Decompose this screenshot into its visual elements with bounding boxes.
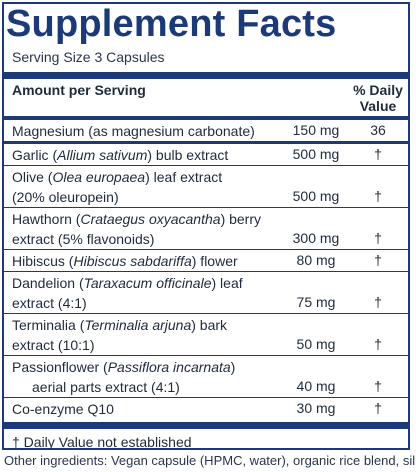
divider-thick-bottom <box>4 422 408 429</box>
nutrient-rows: Magnesium (as magnesium carbonate) 150 m… <box>4 120 408 420</box>
nutrient-daily-value: 36 <box>370 122 386 138</box>
nutrient-daily-value: † <box>374 188 382 204</box>
nutrient-amount: 80 mg <box>296 252 336 268</box>
divider-medium <box>4 116 408 120</box>
nutrient-amount: 30 mg <box>296 400 336 416</box>
amount-per-serving-header: Amount per Serving <box>12 82 146 98</box>
nutrient-name: Dandelion (Taraxacum officinale) leaf ext… <box>12 275 243 311</box>
nutrient-row-terminalia: Terminalia (Terminalia arjuna) bark extra… <box>4 314 408 356</box>
nutrient-daily-value: † <box>374 336 382 352</box>
nutrient-row-hibiscus: Hibiscus (Hibiscus sabdariffa) flower 80… <box>4 250 408 272</box>
nutrient-amount: 150 mg <box>292 122 340 138</box>
divider-thin <box>4 142 408 144</box>
nutrient-daily-value: † <box>374 378 382 394</box>
nutrient-daily-value: † <box>374 146 382 162</box>
nutrient-row-hawthorn: Hawthorn (Crataegus oxyacantha) berry ext… <box>4 208 408 250</box>
divider-thick <box>4 72 408 79</box>
nutrient-name: Hibiscus (Hibiscus sabdariffa) flower <box>12 253 238 269</box>
nutrient-name: Passionflower (Passiflora incarnata) aeri… <box>12 359 236 395</box>
nutrient-amount: 500 mg <box>292 188 340 204</box>
nutrient-amount: 50 mg <box>296 336 336 352</box>
nutrient-name: Terminalia (Terminalia arjuna) bark extra… <box>12 317 228 353</box>
panel-title: Supplement Facts <box>6 3 337 45</box>
nutrient-name: Olive (Olea europaea) leaf extract (20% o… <box>12 169 223 205</box>
nutrient-daily-value: † <box>374 400 382 416</box>
nutrient-name: Hawthorn (Crataegus oxyacantha) berry ext… <box>12 211 262 247</box>
nutrient-row-coq10: Co-enzyme Q10 30 mg † <box>4 398 408 420</box>
nutrient-name: Co-enzyme Q10 <box>12 401 114 417</box>
nutrient-amount: 75 mg <box>296 294 336 310</box>
nutrient-name: Garlic (Allium sativum) bulb extract <box>12 147 229 163</box>
other-ingredients: Other ingredients: Vegan capsule (HPMC, … <box>4 453 416 468</box>
nutrient-daily-value: † <box>374 252 382 268</box>
serving-size: Serving Size 3 Capsules <box>12 49 165 65</box>
daily-value-footnote: † Daily Value not established <box>12 434 192 450</box>
nutrient-name: Magnesium (as magnesium carbonate) <box>12 123 255 139</box>
nutrient-daily-value: † <box>374 294 382 310</box>
nutrient-row-passionflower: Passionflower (Passiflora incarnata) aeri… <box>4 356 408 398</box>
nutrient-amount: 500 mg <box>292 146 340 162</box>
supplement-facts-panel: Supplement Facts Serving Size 3 Capsules… <box>2 2 410 450</box>
daily-value-header: % Daily Value <box>353 82 403 114</box>
nutrient-row-garlic: Garlic (Allium sativum) bulb extract 500… <box>4 144 408 166</box>
nutrient-row-magnesium: Magnesium (as magnesium carbonate) 150 m… <box>4 120 408 142</box>
nutrient-row-olive: Olive (Olea europaea) leaf extract (20% o… <box>4 166 408 208</box>
nutrient-row-dandelion: Dandelion (Taraxacum officinale) leaf ext… <box>4 272 408 314</box>
nutrient-daily-value: † <box>374 230 382 246</box>
nutrient-amount: 40 mg <box>296 378 336 394</box>
nutrient-amount: 300 mg <box>292 230 340 246</box>
